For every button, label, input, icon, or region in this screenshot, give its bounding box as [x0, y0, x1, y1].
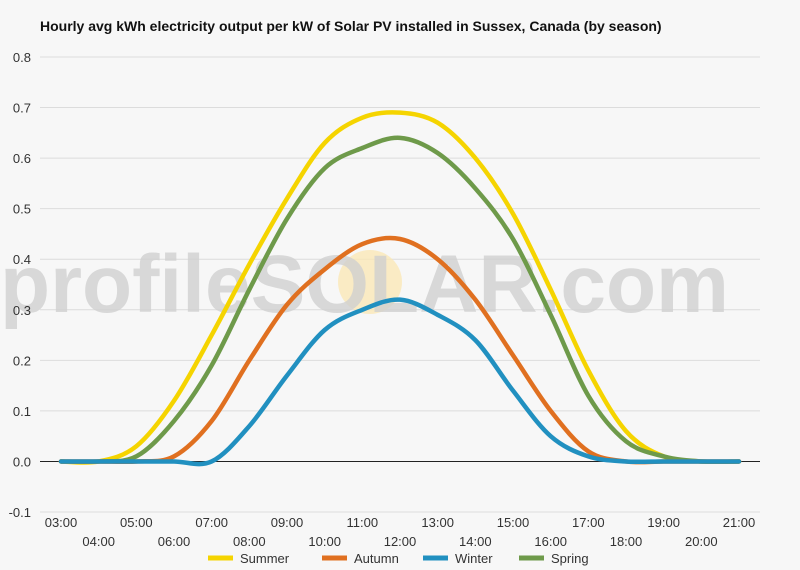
x-tick-label: 13:00 — [421, 515, 454, 530]
y-tick-label: 0.7 — [13, 101, 31, 116]
x-tick-label: 04:00 — [82, 534, 115, 549]
y-tick-label: 0.2 — [13, 353, 31, 368]
x-tick-label: 03:00 — [45, 515, 78, 530]
series-line-winter — [58, 297, 742, 467]
legend: Summer Autumn Winter Spring — [208, 551, 589, 566]
x-tick-label: 08:00 — [233, 534, 266, 549]
x-tick-label: 11:00 — [347, 515, 379, 530]
x-tick-label: 07:00 — [195, 515, 228, 530]
y-tick-label: 0.3 — [13, 303, 31, 318]
x-tick-label: 17:00 — [572, 515, 605, 530]
y-tick-label: 0.1 — [13, 404, 31, 419]
x-axis: 03:00 04:00 05:00 06:00 07:00 08:00 09:00 10:00… — [45, 515, 756, 549]
y-tick-label: 0.4 — [13, 252, 31, 267]
x-tick-label: 14:00 — [459, 534, 492, 549]
y-tick-label: 0.5 — [13, 202, 31, 217]
x-tick-label: 20:00 — [685, 534, 718, 549]
y-tick-label: 0.8 — [13, 50, 31, 65]
x-tick-label: 21:00 — [723, 515, 756, 530]
y-axis: 0.8 0.7 0.6 0.5 0.4 0.3 0.2 0.1 0.0 -0.1 — [9, 50, 31, 520]
series-layer — [58, 110, 742, 467]
x-tick-label: 06:00 — [158, 534, 191, 549]
x-tick-label: 19:00 — [647, 515, 680, 530]
legend-label: Autumn — [354, 551, 399, 566]
series-line-summer — [58, 110, 742, 465]
chart-title: Hourly avg kWh electricity output per kW… — [40, 18, 662, 34]
x-tick-label: 10:00 — [308, 534, 341, 549]
x-tick-label: 18:00 — [610, 534, 643, 549]
legend-label: Winter — [455, 551, 493, 566]
y-tick-label: 0.0 — [13, 454, 31, 469]
x-tick-label: 09:00 — [271, 515, 304, 530]
legend-label: Summer — [240, 551, 290, 566]
x-tick-label: 12:00 — [384, 534, 417, 549]
watermark-sun-icon — [338, 250, 402, 314]
series-line-spring — [58, 135, 742, 465]
y-tick-label: 0.6 — [13, 151, 31, 166]
watermark-layer: profileSOLAR.com — [0, 239, 729, 330]
x-tick-label: 16:00 — [534, 534, 567, 549]
x-tick-label: 15:00 — [497, 515, 530, 530]
y-tick-label: -0.1 — [9, 505, 31, 520]
legend-label: Spring — [551, 551, 589, 566]
watermark: profileSOLAR.com — [0, 239, 729, 330]
x-tick-label: 05:00 — [120, 515, 153, 530]
